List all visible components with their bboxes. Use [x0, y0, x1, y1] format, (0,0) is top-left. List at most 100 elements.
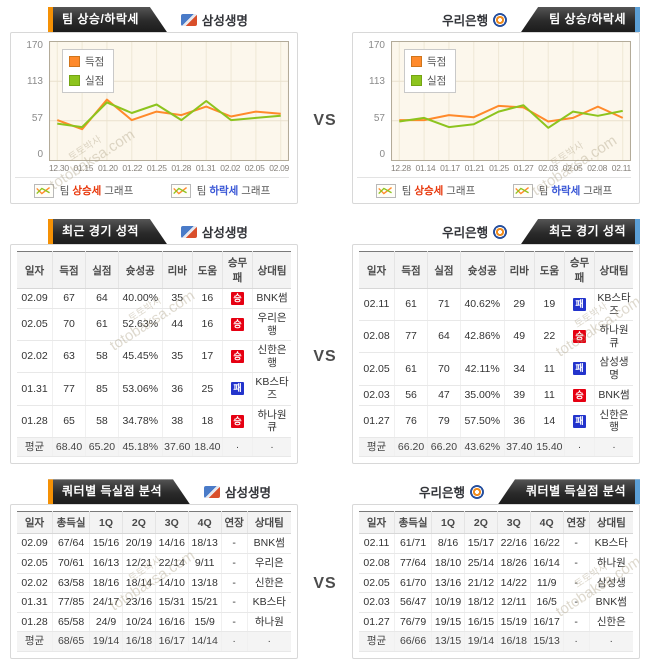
- cell: 16/17: [155, 631, 189, 652]
- cell-allow: 85: [85, 372, 119, 406]
- team-label-right: 우리은행: [442, 222, 508, 241]
- cell: 25/14: [464, 553, 498, 574]
- scored-swatch-icon: [411, 56, 422, 67]
- result-cell: 패: [564, 405, 596, 438]
- legend-label: 득점: [427, 56, 447, 68]
- cell-opp: ·: [252, 437, 291, 458]
- cell: KB스타: [589, 533, 633, 554]
- column-header: 상대팀: [247, 511, 291, 535]
- team-label-left: 삼성생명: [180, 222, 248, 241]
- legend-scored: 득점: [411, 54, 446, 69]
- cell-pts: 61: [394, 352, 428, 386]
- team-label-left: 삼성생명: [204, 482, 271, 501]
- chart-area: 170 113 57 0 득점 실점: [15, 40, 289, 161]
- x-tick: 02.05: [244, 163, 265, 173]
- win-badge: 승: [231, 414, 244, 428]
- team-label-right: 우리은행: [442, 10, 508, 29]
- cell-fg: 45.18%: [118, 437, 163, 458]
- cell: 삼성생: [589, 573, 633, 594]
- tab-trend-right[interactable]: 팀 상승/하락세: [521, 7, 640, 32]
- x-tick: 02.09: [269, 163, 289, 173]
- x-tick: 01.22: [122, 163, 143, 173]
- y-axis: 170 113 57 0: [357, 40, 391, 161]
- cell-date: 평균: [17, 437, 54, 458]
- y-tick: 0: [379, 148, 385, 160]
- trend-line-chart: [49, 41, 289, 161]
- cell-reb: 39: [504, 385, 535, 406]
- tab-quarter-right[interactable]: 쿼터별 득실점 분석: [498, 479, 640, 505]
- cell: 70/61: [52, 553, 91, 574]
- cell-opp: BNK썸: [594, 385, 633, 406]
- x-tick: 01.21: [464, 163, 485, 173]
- cell: 15/17: [464, 533, 498, 554]
- x-tick: 01.15: [73, 163, 94, 173]
- quarter-left-column: 쿼터별 득실점 분석 삼성생명 일자 총득실 1Q 2Q 3Q 4Q 연장 상대팀 02.09…: [10, 479, 298, 659]
- tab-recent-left[interactable]: 최근 경기 성적: [48, 219, 167, 244]
- y-tick: 0: [37, 148, 43, 160]
- legend-label: 실점: [85, 75, 105, 87]
- cell-pts: 63: [52, 340, 86, 374]
- cell: 23/16: [122, 592, 156, 613]
- win-badge: 승: [231, 350, 244, 364]
- downtrend-legend: 팀 하락세 그래프: [170, 183, 270, 198]
- table-row: 02.05 70/61 16/13 12/21 22/14 9/11- 우리은: [17, 553, 291, 574]
- column-header: 리바: [162, 251, 193, 289]
- column-header: 1Q: [431, 511, 465, 535]
- trend-right-column: 우리은행 팀 상승/하락세 170 113 57 0 득점: [352, 7, 640, 204]
- cell-fg: 52.63%: [118, 308, 163, 342]
- vs-label: VS: [313, 111, 337, 129]
- cell: 14/22: [497, 573, 531, 594]
- vs-column: VS: [298, 479, 352, 659]
- cell: 77/85: [52, 592, 91, 613]
- cell-reb: 29: [504, 288, 535, 322]
- trend-left-header: 팀 상승/하락세 삼성생명: [10, 7, 298, 32]
- header-row: 일자 득점 실점 슛성공 리바 도움 승무패 상대팀: [359, 251, 633, 289]
- uptrend-graph-icon: [375, 183, 396, 198]
- cell-opp: 신한은행: [594, 405, 633, 438]
- cell: 10/19: [431, 592, 465, 613]
- team-name: 우리은행: [442, 14, 489, 28]
- cell-reb: 35: [162, 288, 193, 309]
- cell-allow: 70: [427, 352, 461, 386]
- tab-quarter-left[interactable]: 쿼터별 득실점 분석: [48, 479, 190, 504]
- tab-trend-left[interactable]: 팀 상승/하락세: [48, 7, 167, 32]
- samsung-life-logo-icon: [180, 13, 197, 26]
- cell: 02.05: [359, 573, 396, 594]
- tab-label: 쿼터별 득실점 분석: [526, 484, 626, 499]
- cell: -: [221, 553, 248, 574]
- x-tick: 01.25: [489, 163, 509, 173]
- average-row: 평균 68/65 19/14 16/18 16/17 14/14 · ·: [17, 631, 291, 652]
- cell-date: 02.03: [359, 385, 396, 406]
- tab-recent-right[interactable]: 최근 경기 성적: [521, 219, 640, 244]
- woori-bank-logo-icon: [470, 484, 484, 499]
- column-header: 연장: [221, 511, 248, 535]
- cell: 평균: [359, 631, 396, 652]
- cell-allow: 58: [85, 405, 119, 438]
- cell: 18/14: [122, 573, 156, 594]
- quarter-analysis-table-right: 일자 총득실 1Q 2Q 3Q 4Q 연장 상대팀 02.11 61/71 8/16 15/17 22…: [359, 511, 633, 652]
- column-header: 상대팀: [252, 251, 291, 289]
- result-cell: 승: [222, 340, 254, 374]
- uptrend-text: 팀 상승세 그래프: [401, 185, 476, 197]
- cell-allow: 79: [427, 405, 461, 438]
- legend-scored: 득점: [69, 54, 104, 69]
- column-header: 승무패: [564, 251, 596, 289]
- cell: -: [563, 553, 590, 574]
- cell: 12/21: [122, 553, 156, 574]
- quarter-table-box-right: 일자 총득실 1Q 2Q 3Q 4Q 연장 상대팀 02.11 61/71 8/16 15/17 22…: [352, 504, 640, 659]
- cell-date: 02.08: [359, 320, 396, 354]
- cell: 16/13: [89, 553, 123, 574]
- quarter-right-column: 우리은행 쿼터별 득실점 분석 일자 총득실 1Q 2Q 3Q 4Q 연장 상대팀 02.11…: [352, 479, 640, 659]
- result-cell: 승: [222, 308, 254, 342]
- cell: 신한은: [589, 612, 633, 633]
- cell: 8/16: [431, 533, 465, 554]
- trend-chart-box-right: 170 113 57 0 득점 실점: [352, 32, 640, 204]
- samsung-life-logo-icon: [180, 225, 197, 238]
- x-tick: 01.14: [415, 163, 436, 173]
- x-axis: 12.30 01.15 01.20 01.22 01.25 01.28 01.31 02.02…: [15, 161, 289, 175]
- table-row: 02.11 61 71 40.62% 29 19 패 KB스타즈: [359, 288, 633, 322]
- cell: 21/12: [464, 573, 498, 594]
- woori-bank-logo-icon: [493, 12, 508, 27]
- column-header: 슛성공: [460, 251, 505, 289]
- cell-pts: 76: [394, 405, 428, 438]
